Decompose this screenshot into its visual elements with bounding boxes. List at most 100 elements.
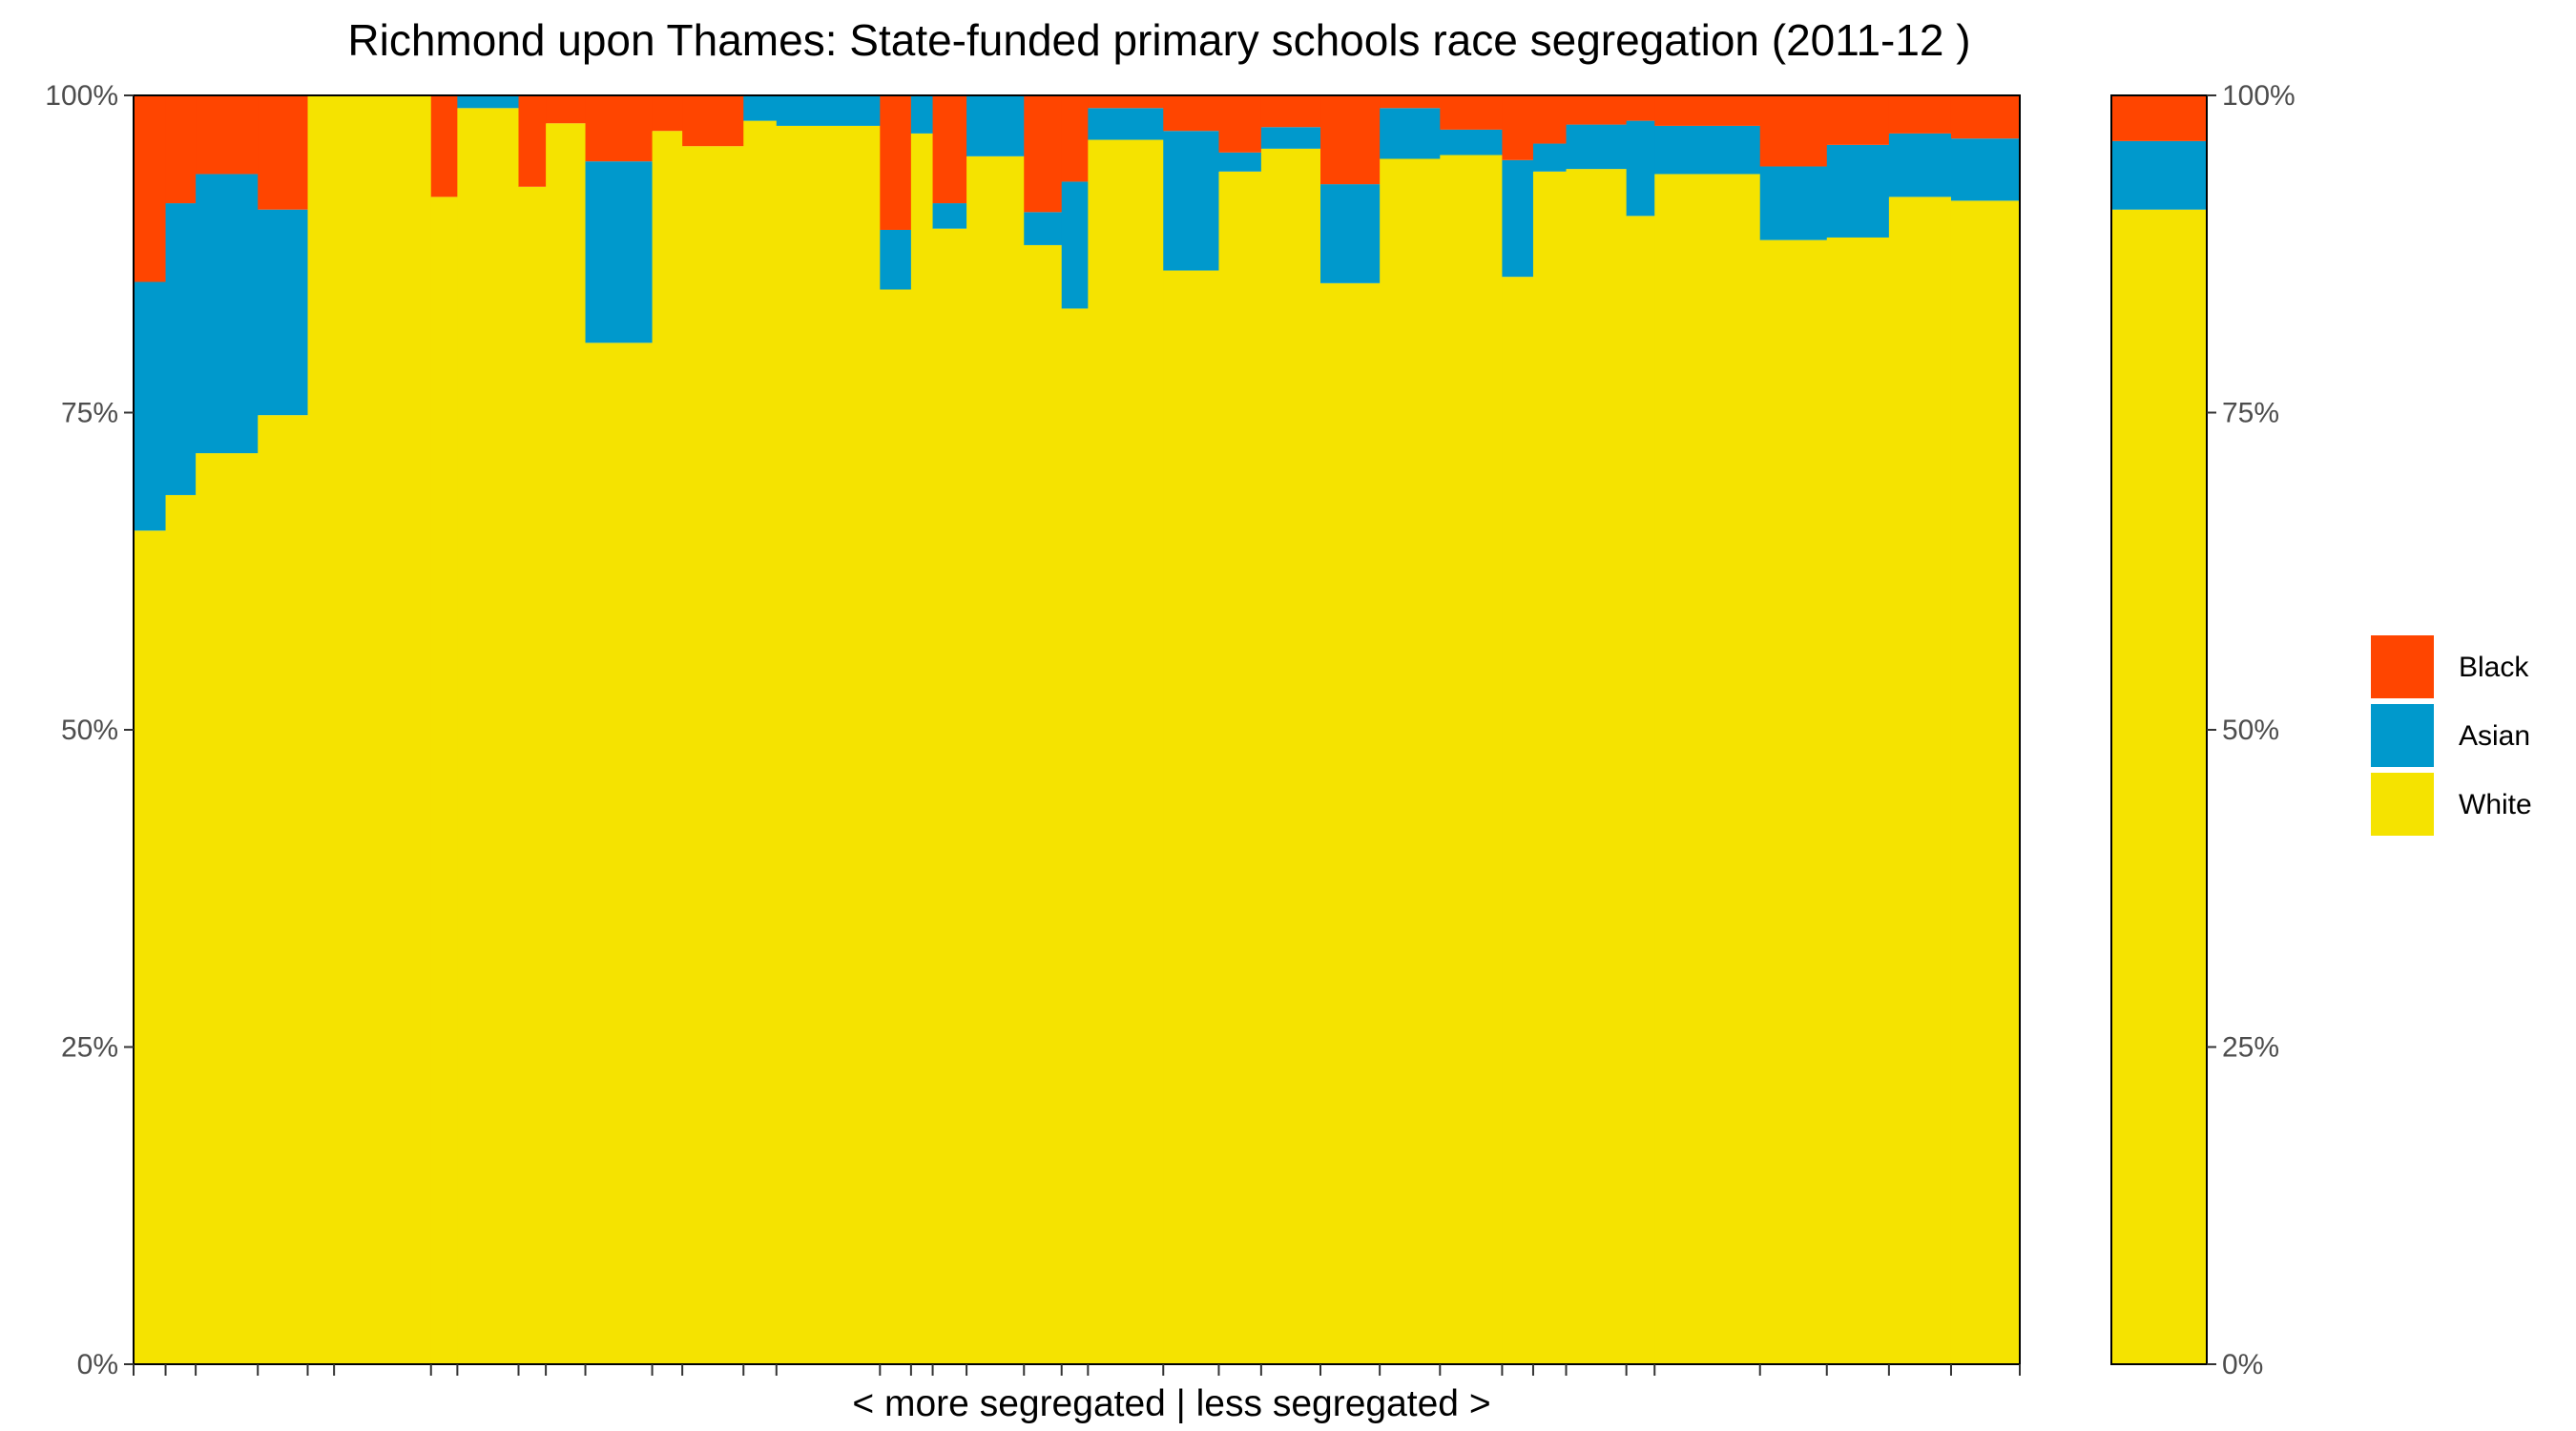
y-tick-label-right: 0% (2222, 1349, 2263, 1380)
y-tick-label-right: 25% (2222, 1032, 2279, 1064)
bars-layer (134, 95, 2021, 1365)
y-tick-label-left: 0% (77, 1349, 118, 1380)
bar-black-segment-31 (1566, 95, 1628, 125)
bar-asian-segment-summary (2111, 140, 2207, 210)
legend-label-asian: Asian (2459, 720, 2530, 752)
bar-black-segment-20 (1024, 95, 1063, 213)
bar-black-segment-25 (1260, 95, 1321, 128)
bar-white-segment-37 (1950, 200, 2021, 1364)
bar-white-segment-3 (196, 453, 259, 1364)
bar-asian-segment-22 (1088, 108, 1164, 140)
bar-asian-segment-24 (1218, 152, 1262, 172)
bar-white-segment-13 (682, 146, 744, 1365)
y-tick-label-right: 50% (2222, 715, 2279, 746)
bar-asian-segment-20 (1024, 212, 1063, 245)
bar-black-segment-33 (1654, 95, 1761, 126)
bar-white-segment-summary (2111, 209, 2207, 1365)
bar-white-segment-31 (1566, 169, 1628, 1364)
bar-white-segment-36 (1888, 197, 1952, 1364)
bar-asian-segment-17 (910, 95, 934, 134)
bar-black-segment-27 (1380, 95, 1441, 109)
bar-black-segment-11 (585, 95, 654, 162)
bar-asian-segment-2 (165, 203, 197, 495)
bar-asian-segment-28 (1440, 129, 1503, 156)
bar-asian-segment-4 (258, 209, 309, 416)
bar-asian-segment-21 (1061, 181, 1089, 309)
bar-white-segment-27 (1380, 158, 1441, 1364)
bar-white-segment-7 (430, 197, 458, 1364)
bar-asian-segment-37 (1950, 138, 2021, 201)
legend-swatch-black (2371, 635, 2434, 698)
legend-swatch-asian (2371, 704, 2434, 767)
bar-white-segment-1 (134, 530, 167, 1364)
y-tick-label-right: 75% (2222, 398, 2279, 429)
bar-white-segment-25 (1260, 148, 1321, 1365)
bar-white-segment-24 (1218, 171, 1262, 1364)
bar-asian-segment-8 (457, 95, 519, 109)
bar-asian-segment-29 (1502, 159, 1534, 278)
bar-black-segment-28 (1440, 95, 1503, 130)
bar-white-segment-2 (165, 494, 197, 1364)
legend-swatch-white (2371, 773, 2434, 836)
bar-white-segment-33 (1654, 174, 1761, 1365)
bar-white-segment-6 (334, 95, 432, 1364)
bar-black-segment-34 (1759, 95, 1828, 167)
bar-white-segment-10 (546, 123, 587, 1364)
bar-black-segment-7 (430, 95, 458, 197)
bar-black-segment-36 (1888, 95, 1952, 134)
bar-black-segment-9 (518, 95, 547, 187)
bar-black-segment-summary (2111, 95, 2207, 141)
bar-asian-segment-3 (196, 174, 259, 454)
bar-black-segment-16 (880, 95, 912, 230)
bar-white-segment-26 (1320, 282, 1381, 1365)
bar-black-segment-18 (932, 95, 967, 204)
bar-black-segment-12 (652, 95, 683, 132)
bar-black-segment-37 (1950, 95, 2021, 139)
bar-white-segment-32 (1626, 216, 1655, 1365)
bar-asian-segment-31 (1566, 124, 1628, 170)
bar-white-segment-14 (743, 120, 778, 1365)
axis-layer: 0% 0% 25% 25% 50% 50% 75% 75% 100% 100% (45, 80, 2295, 1380)
bar-asian-segment-15 (776, 95, 881, 126)
bar-asian-segment-36 (1888, 133, 1952, 197)
bar-black-segment-4 (258, 95, 309, 210)
bar-asian-segment-18 (932, 203, 967, 229)
bar-asian-segment-30 (1532, 143, 1567, 172)
summary-bar-group (2111, 95, 2207, 1365)
bar-white-segment-22 (1088, 139, 1164, 1364)
bar-white-segment-34 (1759, 239, 1828, 1364)
bar-asian-segment-27 (1380, 108, 1441, 159)
bar-asian-segment-26 (1320, 184, 1381, 283)
y-tick-label-left: 25% (61, 1032, 118, 1064)
x-axis-label: < more segregated | less segregated > (852, 1383, 1490, 1424)
bar-asian-segment-35 (1826, 144, 1890, 238)
y-tick-label-left: 75% (61, 398, 118, 429)
bar-black-segment-23 (1163, 95, 1219, 132)
bar-white-segment-8 (457, 108, 519, 1364)
y-tick-label-left: 100% (45, 80, 118, 112)
bar-white-segment-19 (966, 156, 1025, 1365)
bar-white-segment-28 (1440, 155, 1503, 1364)
bar-asian-segment-16 (880, 229, 912, 290)
y-tick-label-right: 100% (2222, 80, 2296, 112)
bar-white-segment-12 (652, 131, 683, 1365)
bar-white-segment-16 (880, 289, 912, 1364)
bar-asian-segment-23 (1163, 131, 1219, 271)
bar-black-segment-3 (196, 95, 259, 175)
bar-black-segment-10 (546, 95, 587, 124)
bar-asian-segment-14 (743, 95, 778, 121)
bar-black-segment-21 (1061, 95, 1089, 182)
legend-label-black: Black (2459, 652, 2529, 683)
bar-asian-segment-32 (1626, 120, 1655, 217)
bar-black-segment-35 (1826, 95, 1890, 145)
bar-white-segment-21 (1061, 308, 1089, 1365)
legend-label-white: White (2459, 789, 2532, 820)
bar-black-segment-26 (1320, 95, 1381, 185)
bar-white-segment-20 (1024, 244, 1063, 1365)
bar-black-segment-32 (1626, 95, 1655, 121)
bar-black-segment-30 (1532, 95, 1567, 144)
bar-white-segment-15 (776, 125, 881, 1364)
legend: Black Asian White (2371, 635, 2532, 836)
bar-asian-segment-25 (1260, 127, 1321, 149)
